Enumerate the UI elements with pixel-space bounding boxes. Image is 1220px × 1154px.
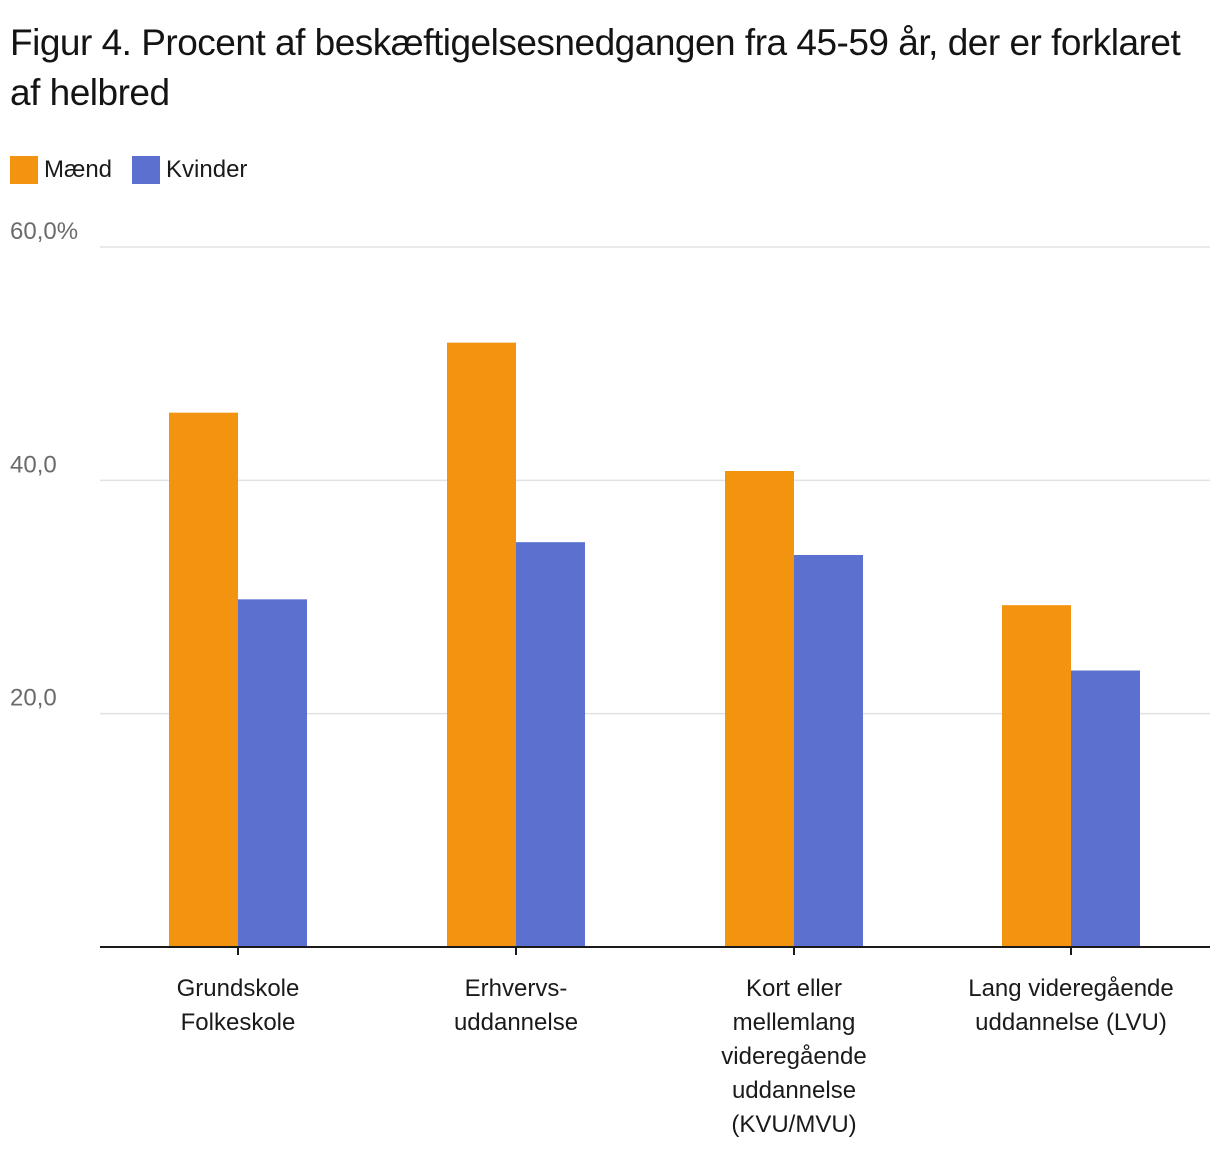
bar-kvinder-1 — [238, 599, 307, 947]
bar-maend-4 — [1002, 605, 1071, 947]
bar-kvinder-2 — [516, 542, 585, 947]
legend-item-kvinder: Kvinder — [132, 156, 247, 184]
bar-maend-1 — [169, 412, 238, 948]
x-category-label: Lang videregående — [968, 975, 1174, 1002]
bar-maend-3 — [725, 471, 794, 947]
legend-swatch-maend — [10, 156, 38, 184]
x-category-label: (KVU/MVU) — [731, 1111, 856, 1138]
legend-swatch-kvinder — [132, 156, 161, 184]
y-tick-label: 60,0% — [10, 218, 78, 245]
legend-label-maend: Mænd — [44, 156, 113, 183]
legend: Mænd Kvinder — [10, 156, 267, 184]
y-tick-label: 40,0 — [10, 451, 57, 478]
x-category-label: uddannelse — [732, 1077, 856, 1104]
x-category-label: uddannelse (LVU) — [975, 1009, 1167, 1036]
bar-kvinder-3 — [794, 555, 863, 947]
y-tick-label: 20,0 — [10, 685, 57, 712]
chart-title: Figur 4. Procent af beskæftigelsesnedgan… — [10, 22, 1181, 113]
x-category-label: Kort eller — [746, 975, 842, 1002]
x-category-label: Erhvervs- — [465, 975, 568, 1002]
x-category-label: uddannelse — [454, 1009, 578, 1036]
x-category-label: mellemlang — [733, 1009, 856, 1036]
bar-maend-2 — [447, 342, 516, 948]
x-category-label: Grundskole — [177, 975, 300, 1002]
x-category-label: Folkeskole — [181, 1009, 296, 1036]
legend-item-maend: Mænd — [10, 156, 112, 184]
bar-kvinder-4 — [1071, 670, 1140, 947]
legend-label-kvinder: Kvinder — [166, 156, 248, 183]
x-category-label: videregående — [721, 1043, 866, 1070]
